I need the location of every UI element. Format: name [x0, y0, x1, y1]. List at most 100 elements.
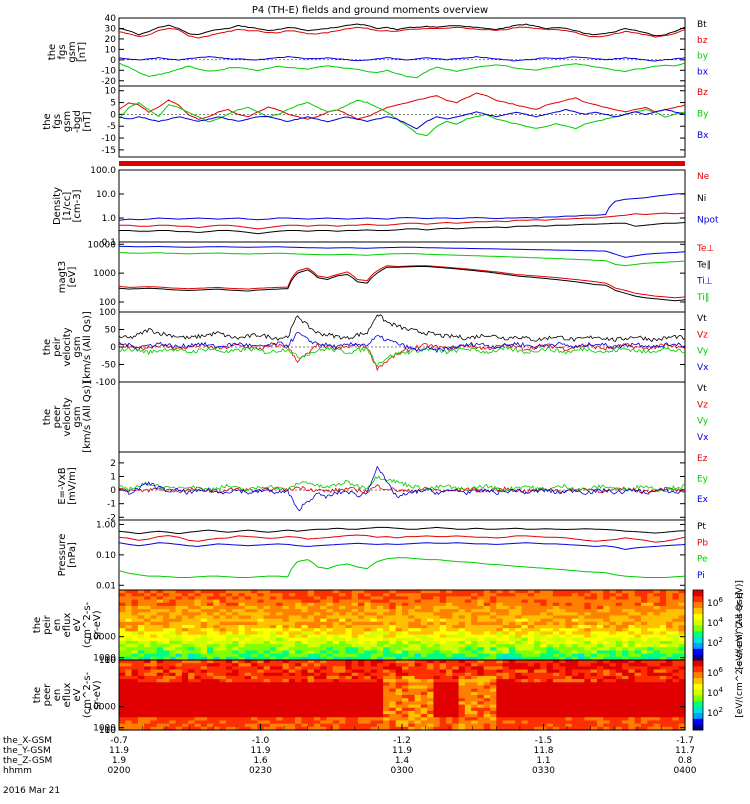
spectrogram-cell — [590, 695, 598, 699]
spectrogram-cell — [389, 691, 397, 696]
spectrogram-cell — [414, 615, 422, 620]
spectrogram-cell — [169, 618, 177, 623]
spectrogram-cell — [521, 656, 529, 661]
y-tick-label: -1 — [107, 500, 116, 510]
spectrogram-cell — [276, 637, 284, 642]
spectrogram-cell — [483, 701, 491, 706]
spectrogram-cell — [238, 666, 246, 671]
spectrogram-cell — [207, 682, 214, 687]
spectrogram-cell — [508, 602, 516, 607]
spectrogram-cell — [163, 599, 170, 604]
spectrogram-cell — [144, 618, 152, 623]
spectrogram-cell — [383, 691, 391, 696]
spectrogram-cell — [326, 650, 334, 655]
spectrogram-cell — [508, 675, 516, 680]
spectrogram-cell — [395, 628, 403, 632]
spectrogram-cell — [647, 647, 655, 652]
spectrogram-cell — [408, 618, 416, 623]
spectrogram-cell — [194, 618, 202, 623]
legend-label: Bz — [697, 88, 708, 98]
spectrogram-cell — [244, 602, 252, 607]
spectrogram-cell — [515, 599, 523, 604]
spectrogram-cell — [439, 660, 447, 664]
spectrogram-cell — [213, 644, 221, 648]
spectrogram-cell — [351, 682, 359, 687]
spectrogram-cell — [471, 631, 479, 636]
spectrogram-cell — [238, 618, 246, 623]
spectrogram-cell — [370, 704, 378, 709]
spectrogram-cell — [313, 698, 321, 702]
spectrogram-cell — [175, 644, 183, 648]
spectrogram-cell — [376, 599, 384, 604]
spectrogram-cell — [571, 644, 579, 648]
spectrogram-cell — [571, 612, 579, 617]
spectrogram-cell — [546, 599, 554, 604]
spectrogram-cell — [596, 675, 604, 680]
spectrogram-cell — [194, 663, 202, 667]
spectrogram-cell — [219, 590, 227, 594]
spectrogram-cell — [672, 714, 680, 718]
spectrogram-cell — [446, 669, 453, 674]
spectrogram-cell — [238, 701, 246, 706]
spectrogram-cell — [483, 628, 491, 632]
spectrogram-cell — [320, 720, 328, 725]
spectrogram-cell — [521, 666, 529, 671]
spectrogram-cell — [527, 656, 535, 661]
spectrogram-cell — [200, 688, 208, 693]
spectrogram-cell — [357, 688, 365, 693]
spectrogram-cell — [477, 698, 485, 702]
spectrogram-cell — [414, 593, 422, 597]
spectrogram-cell — [408, 590, 416, 594]
spectrogram-cell — [420, 602, 428, 607]
spectrogram-cell — [295, 679, 302, 683]
spectrogram-cell — [320, 621, 328, 626]
spectrogram-cell — [446, 675, 453, 680]
spectrogram-cell — [483, 710, 491, 715]
spectrogram-cell — [263, 615, 271, 620]
spectrogram-cell — [596, 710, 604, 715]
spectrogram-cell — [339, 590, 346, 594]
spectrogram-cell — [420, 621, 428, 626]
spectrogram-cell — [188, 650, 196, 655]
spectrogram-cell — [326, 726, 334, 731]
spectrogram-cell — [376, 707, 384, 712]
spectrogram-cell — [175, 720, 183, 725]
spectrogram-cell — [219, 621, 227, 626]
spectrogram-cell — [156, 666, 164, 671]
spectrogram-cell — [546, 672, 554, 677]
spectrogram-cell — [175, 685, 183, 690]
spectrogram-cell — [490, 628, 497, 632]
spectrogram-cell — [666, 669, 674, 674]
spectrogram-cell — [446, 672, 453, 677]
spectrogram-cell — [156, 675, 164, 680]
x-tick-label: 11.9 — [392, 746, 412, 756]
spectrogram-cell — [200, 656, 208, 661]
spectrogram-cell — [477, 628, 485, 632]
spectrogram-cell — [207, 701, 214, 706]
spectrogram-cell — [213, 723, 221, 728]
spectrogram-cell — [672, 723, 680, 728]
spectrogram-cell — [339, 701, 346, 706]
spectrogram-cell — [364, 675, 372, 680]
spectrogram-cell — [376, 691, 384, 696]
spectrogram-cell — [225, 653, 233, 658]
spectrogram-cell — [496, 698, 504, 702]
spectrogram-cell — [207, 599, 214, 604]
spectrogram-cell — [508, 666, 516, 671]
spectrogram-cell — [282, 660, 290, 664]
spectrogram-cell — [496, 682, 504, 687]
spectrogram-cell — [666, 621, 674, 626]
spectrogram-cell — [251, 621, 258, 626]
spectrogram-cell — [244, 590, 252, 594]
spectrogram-cell — [464, 593, 472, 597]
spectrogram-cell — [307, 707, 315, 712]
spectrogram-cell — [188, 602, 196, 607]
legend-label: By — [697, 110, 709, 120]
spectrogram-cell — [458, 644, 466, 648]
spectrogram-cell — [546, 615, 554, 620]
spectrogram-cell — [414, 596, 422, 601]
spectrogram-cell — [628, 596, 636, 601]
spectrogram-cell — [464, 682, 472, 687]
spectrogram-cell — [137, 663, 145, 667]
y-tick-label: 20 — [105, 35, 117, 45]
